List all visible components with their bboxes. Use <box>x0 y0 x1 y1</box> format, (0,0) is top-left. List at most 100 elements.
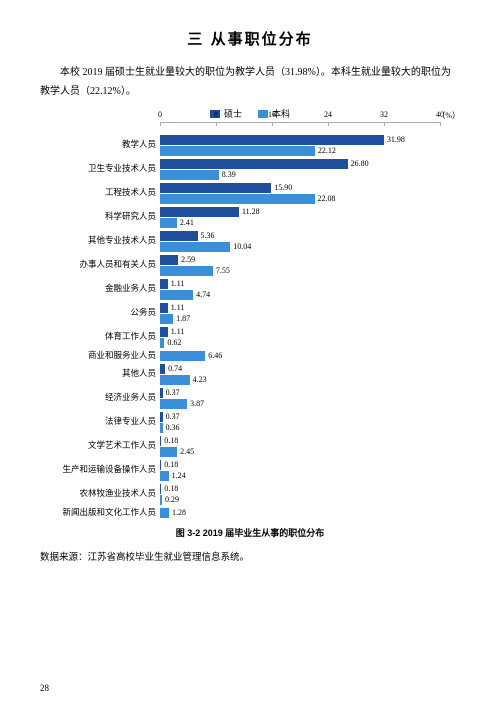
chart-container: 硕士本科 0816243240（%） 教学人员31.9822.12卫生专业技术人… <box>50 107 450 539</box>
bar-value: 8.39 <box>222 170 236 179</box>
bar <box>160 388 163 398</box>
bar-group: 2.597.55 <box>160 254 440 276</box>
category-label: 科学研究人员 <box>50 212 160 221</box>
category-label: 新闻出版和文化工作人员 <box>50 508 160 517</box>
section-title: 三 从事职位分布 <box>40 28 460 49</box>
bar-value: 0.18 <box>164 436 178 445</box>
category-label: 教学人员 <box>50 140 160 149</box>
bar <box>160 242 230 252</box>
chart-row: 体育工作人员 1.11 0.62 <box>50 326 450 348</box>
bar-group: 31.98 22.12 <box>160 134 440 156</box>
bar <box>160 351 205 361</box>
bar-value: 3.87 <box>190 399 204 408</box>
chart-row: 公务员 1.11 1.87 <box>50 302 450 324</box>
bar-value: 0.36 <box>166 423 180 432</box>
bar <box>160 484 161 494</box>
bar-value: 0.29 <box>165 495 179 504</box>
bar <box>160 266 213 276</box>
bar-value: 6.46 <box>208 351 222 360</box>
bar-value: 15.90 <box>274 183 292 192</box>
bar-value: 1.11 <box>171 303 185 312</box>
bar-group: 5.36 10.04 <box>160 230 440 252</box>
bar <box>160 364 165 374</box>
bar-value: 1.11 <box>171 279 185 288</box>
chart-row: 金融业务人员 1.11 4.74 <box>50 278 450 300</box>
category-label: 办事人员和有关人员 <box>50 260 160 269</box>
bar-value: 1.87 <box>176 314 190 323</box>
bar <box>160 495 162 505</box>
bar <box>160 399 187 409</box>
bar <box>160 159 348 169</box>
category-label: 卫生专业技术人员 <box>50 164 160 173</box>
chart-legend: 硕士本科 <box>50 107 450 120</box>
chart-row: 工程技术人员 15.90 22.08 <box>50 182 450 204</box>
bar <box>160 338 164 348</box>
bar-group: 0.37 3.87 <box>160 387 440 409</box>
bar-value: 0.62 <box>167 338 181 347</box>
page-number: 28 <box>40 683 49 693</box>
category-label: 农林牧渔业技术人员 <box>50 489 160 498</box>
chart-row: 经济业务人员 0.37 3.87 <box>50 387 450 409</box>
axis-tick-label: 8 <box>214 110 218 119</box>
bar-value: 0.37 <box>166 412 180 421</box>
bar-value: 4.23 <box>193 375 207 384</box>
bar-group: 1.28 <box>160 507 440 518</box>
legend-swatch <box>258 110 268 118</box>
bar-group: 1.11 4.74 <box>160 278 440 300</box>
bar-value: 1.11 <box>171 327 185 336</box>
category-label: 商业和服务业人员 <box>50 351 160 360</box>
bar-value: 10.04 <box>233 242 251 251</box>
bar <box>160 327 168 337</box>
legend-label: 硕士 <box>224 107 242 120</box>
chart-row: 新闻出版和文化工作人员 1.28 <box>50 507 450 518</box>
bar-value: 26.80 <box>351 159 369 168</box>
bar <box>160 135 384 145</box>
axis-tick-label: 16 <box>268 110 276 119</box>
bar <box>160 231 198 241</box>
category-label: 法律专业人员 <box>50 417 160 426</box>
bar-value: 2.41 <box>180 218 194 227</box>
bar-value: 2.59 <box>181 255 195 264</box>
bar-group: 0.18 0.29 <box>160 483 440 505</box>
chart-row: 农林牧渔业技术人员 0.18 0.29 <box>50 483 450 505</box>
bar-value: 2.45 <box>180 447 194 456</box>
bar <box>160 183 271 193</box>
category-label: 经济业务人员 <box>50 393 160 402</box>
category-label: 金融业务人员 <box>50 284 160 293</box>
bar <box>160 255 178 265</box>
bar-group: 26.80 8.39 <box>160 158 440 180</box>
bar <box>160 170 219 180</box>
data-source: 数据来源：江苏省高校毕业生就业管理信息系统。 <box>40 549 460 563</box>
bar <box>160 447 177 457</box>
bar-group: 0.37 0.36 <box>160 411 440 433</box>
bar-value: 0.37 <box>166 388 180 397</box>
category-label: 其他专业技术人员 <box>50 236 160 245</box>
category-label: 体育工作人员 <box>50 332 160 341</box>
category-label: 其他人员 <box>50 369 160 378</box>
bar-group: 0.182.45 <box>160 435 440 457</box>
axis-tick-label: 24 <box>324 110 332 119</box>
bar-value: 4.74 <box>196 290 210 299</box>
bar-value: 5.36 <box>201 231 215 240</box>
bar <box>160 279 168 289</box>
bar <box>160 375 190 385</box>
bar-value: 31.98 <box>387 135 405 144</box>
category-label: 公务员 <box>50 308 160 317</box>
bar <box>160 436 161 446</box>
bar <box>160 471 169 481</box>
bar-group: 11.282.41 <box>160 206 440 228</box>
bar-value: 22.08 <box>318 194 336 203</box>
bar <box>160 423 163 433</box>
bar <box>160 314 173 324</box>
bar <box>160 412 163 422</box>
bar <box>160 303 168 313</box>
bar <box>160 218 177 228</box>
category-label: 文学艺术工作人员 <box>50 441 160 450</box>
chart-row: 商业和服务业人员 6.46 <box>50 350 450 361</box>
bar-group: 6.46 <box>160 350 440 361</box>
bar-value: 22.12 <box>318 146 336 155</box>
chart-rows: 教学人员 31.98 22.12 卫生专业技术人员 26.80 8.39 工程技术人员 15.… <box>50 134 450 518</box>
category-label: 工程技术人员 <box>50 188 160 197</box>
bar-value: 0.18 <box>164 484 178 493</box>
bar-value: 1.28 <box>172 508 186 517</box>
